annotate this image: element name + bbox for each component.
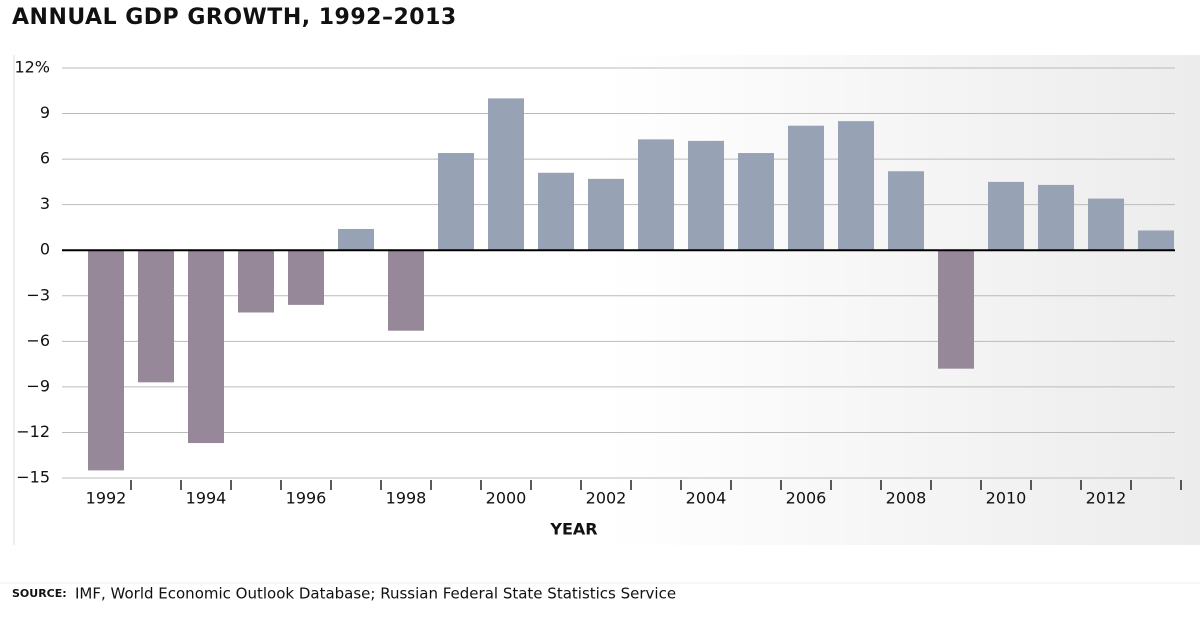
x-tick-label: 2000 bbox=[486, 489, 527, 508]
bar bbox=[388, 250, 424, 331]
bar bbox=[438, 153, 474, 251]
bar bbox=[788, 125, 824, 251]
x-tick-label: 1998 bbox=[386, 489, 427, 508]
source-text: IMF, World Economic Outlook Database; Ru… bbox=[75, 585, 676, 603]
x-axis-label: YEAR bbox=[549, 520, 597, 539]
source-label: SOURCE: bbox=[12, 587, 67, 600]
bar bbox=[338, 228, 374, 251]
x-tick-label: 2008 bbox=[886, 489, 927, 508]
x-tick-label: 2010 bbox=[986, 489, 1027, 508]
y-tick-label: 9 bbox=[40, 103, 50, 122]
x-tick-label: 2004 bbox=[686, 489, 727, 508]
bar bbox=[638, 139, 674, 251]
bar bbox=[738, 153, 774, 251]
bar bbox=[538, 172, 574, 251]
bar bbox=[188, 250, 224, 444]
bar bbox=[488, 98, 524, 251]
bar bbox=[138, 250, 174, 383]
x-tick-label: 2002 bbox=[586, 489, 627, 508]
bar bbox=[1088, 198, 1124, 251]
y-tick-label: 0 bbox=[40, 240, 50, 259]
x-tick-label: 1992 bbox=[86, 489, 127, 508]
x-tick-label: 1994 bbox=[186, 489, 227, 508]
x-tick-label: 2012 bbox=[1086, 489, 1127, 508]
y-tick-label: 3 bbox=[40, 194, 50, 213]
bar bbox=[888, 171, 924, 251]
y-tick-label: −15 bbox=[16, 468, 50, 487]
bar bbox=[1138, 230, 1174, 251]
y-tick-label: −6 bbox=[26, 331, 50, 350]
chart-title: ANNUAL GDP GROWTH, 1992–2013 bbox=[12, 5, 457, 30]
x-tick-label: 2006 bbox=[786, 489, 827, 508]
bar bbox=[88, 250, 124, 471]
y-tick-label: −12 bbox=[16, 422, 50, 441]
bar bbox=[938, 250, 974, 369]
bar bbox=[588, 178, 624, 251]
x-tick-label: 1996 bbox=[286, 489, 327, 508]
y-tick-label: 6 bbox=[40, 149, 50, 168]
bar bbox=[1038, 184, 1074, 251]
y-tick-label: −3 bbox=[26, 285, 50, 304]
bar bbox=[988, 181, 1024, 251]
bar bbox=[288, 250, 324, 305]
bar bbox=[688, 140, 724, 251]
y-tick-label: 12% bbox=[14, 58, 50, 77]
bar bbox=[238, 250, 274, 313]
bar bbox=[838, 121, 874, 251]
y-tick-label: −9 bbox=[26, 376, 50, 395]
